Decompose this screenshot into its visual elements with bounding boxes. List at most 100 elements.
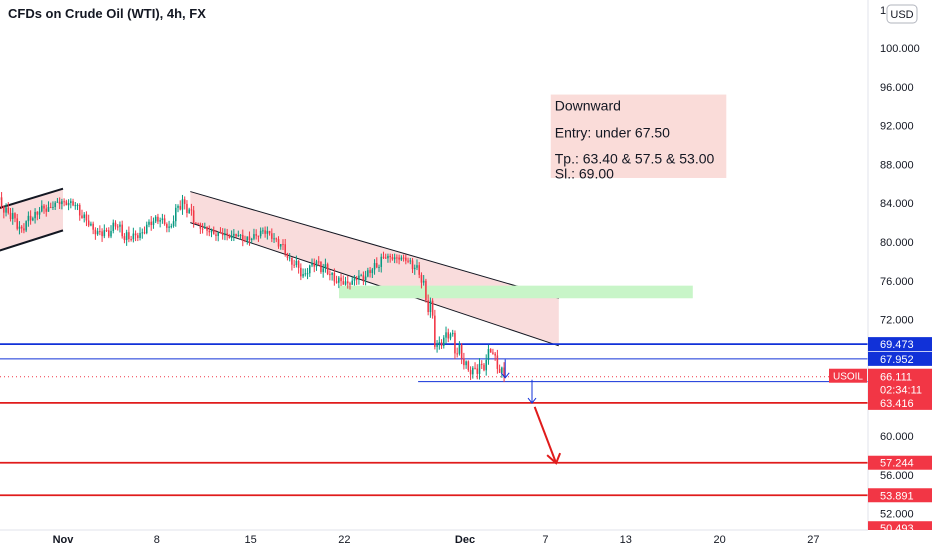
candle-body — [253, 234, 255, 239]
candle-body — [430, 301, 432, 312]
candle-body — [34, 212, 36, 218]
price-tick-label: 100.000 — [880, 43, 920, 55]
candle-body — [66, 201, 68, 205]
candle-body — [23, 228, 25, 230]
candle-body — [191, 209, 193, 210]
candle-body — [499, 369, 501, 373]
candle-body — [358, 276, 360, 280]
candle-body — [322, 268, 324, 272]
candle-body — [477, 369, 479, 374]
candle-body — [182, 199, 184, 209]
price-axis-background — [868, 0, 932, 530]
candle-body — [146, 225, 148, 233]
candle-body — [8, 208, 10, 213]
candle-body — [124, 236, 126, 240]
candle-body — [416, 265, 418, 268]
candle-body — [407, 261, 409, 262]
price-tick-label: 96.000 — [880, 82, 914, 94]
candle-body — [278, 239, 280, 246]
candle-body — [97, 231, 99, 234]
candle-body — [425, 281, 427, 301]
candle-body — [112, 223, 114, 231]
candle-body — [258, 236, 260, 237]
candle-body — [233, 234, 235, 236]
candle-body — [238, 235, 240, 236]
candle-body — [255, 234, 257, 236]
candle-body — [351, 281, 353, 285]
candle-body — [164, 218, 166, 224]
candle-body — [186, 204, 188, 213]
candle-body — [302, 274, 304, 276]
candle-body — [39, 211, 41, 214]
candle-body — [267, 231, 269, 234]
candle-body — [345, 281, 347, 284]
candle-body — [349, 283, 351, 284]
candle-body — [204, 227, 206, 229]
candle-body — [262, 230, 264, 231]
candle-body — [311, 263, 313, 266]
candle-body — [485, 360, 487, 370]
candle-body — [305, 273, 307, 274]
candle-body — [50, 207, 52, 208]
candle-body — [45, 209, 47, 212]
candle-body — [463, 358, 465, 365]
candle-body — [282, 244, 284, 245]
candle-body — [479, 364, 481, 374]
candle-body — [52, 207, 54, 208]
candle-body — [142, 232, 144, 233]
candle-body — [336, 281, 338, 282]
candle-body — [144, 232, 146, 233]
time-tick-label: 7 — [542, 534, 548, 546]
time-tick-label: 20 — [713, 534, 725, 546]
candle-body — [12, 213, 14, 219]
annotation-line: Sl.: 69.00 — [555, 166, 614, 182]
candle-body — [177, 206, 179, 208]
candle-body — [130, 239, 132, 240]
candle-body — [25, 221, 27, 230]
currency-label: USD — [890, 9, 913, 21]
candle-body — [427, 300, 429, 312]
candle-body — [235, 234, 237, 236]
candle-body — [117, 226, 119, 227]
candle-body — [173, 221, 175, 226]
candle-body — [412, 260, 414, 269]
candle-body — [213, 230, 215, 234]
candle-body — [90, 224, 92, 226]
time-tick-label: Nov — [53, 534, 75, 546]
annotation-line: Downward — [555, 98, 621, 114]
price-tick-label: 56.000 — [880, 470, 914, 482]
time-tick-label: 13 — [620, 534, 632, 546]
candle-body — [497, 356, 499, 369]
candle-body — [101, 231, 103, 236]
candle-body — [48, 207, 50, 212]
time-tick-label: 22 — [338, 534, 350, 546]
candle-body — [220, 232, 222, 233]
candle-body — [363, 275, 365, 280]
time-tick-label: 15 — [244, 534, 256, 546]
candle-body — [456, 353, 458, 354]
candle-body — [501, 368, 503, 373]
candle-body — [150, 222, 152, 225]
candle-body — [490, 349, 492, 353]
candle-body — [423, 281, 425, 283]
candle-body — [401, 258, 403, 260]
annotation-line: Tp.: 63.40 & 57.5 & 53.00 — [555, 151, 715, 167]
currency-badge[interactable]: USD — [887, 5, 917, 23]
candle-body — [119, 225, 121, 227]
candle-body — [249, 236, 251, 240]
candle-body — [211, 230, 213, 232]
candle-body — [215, 234, 217, 236]
candle-body — [472, 368, 474, 375]
price-tick-label: 72.000 — [880, 315, 914, 327]
candle-body — [421, 275, 423, 283]
candle-body — [356, 278, 358, 279]
candle-body — [284, 244, 286, 253]
candle-body — [137, 235, 139, 238]
candle-body — [57, 202, 59, 203]
candle-body — [92, 224, 94, 230]
price-tick-label: 76.000 — [880, 276, 914, 288]
